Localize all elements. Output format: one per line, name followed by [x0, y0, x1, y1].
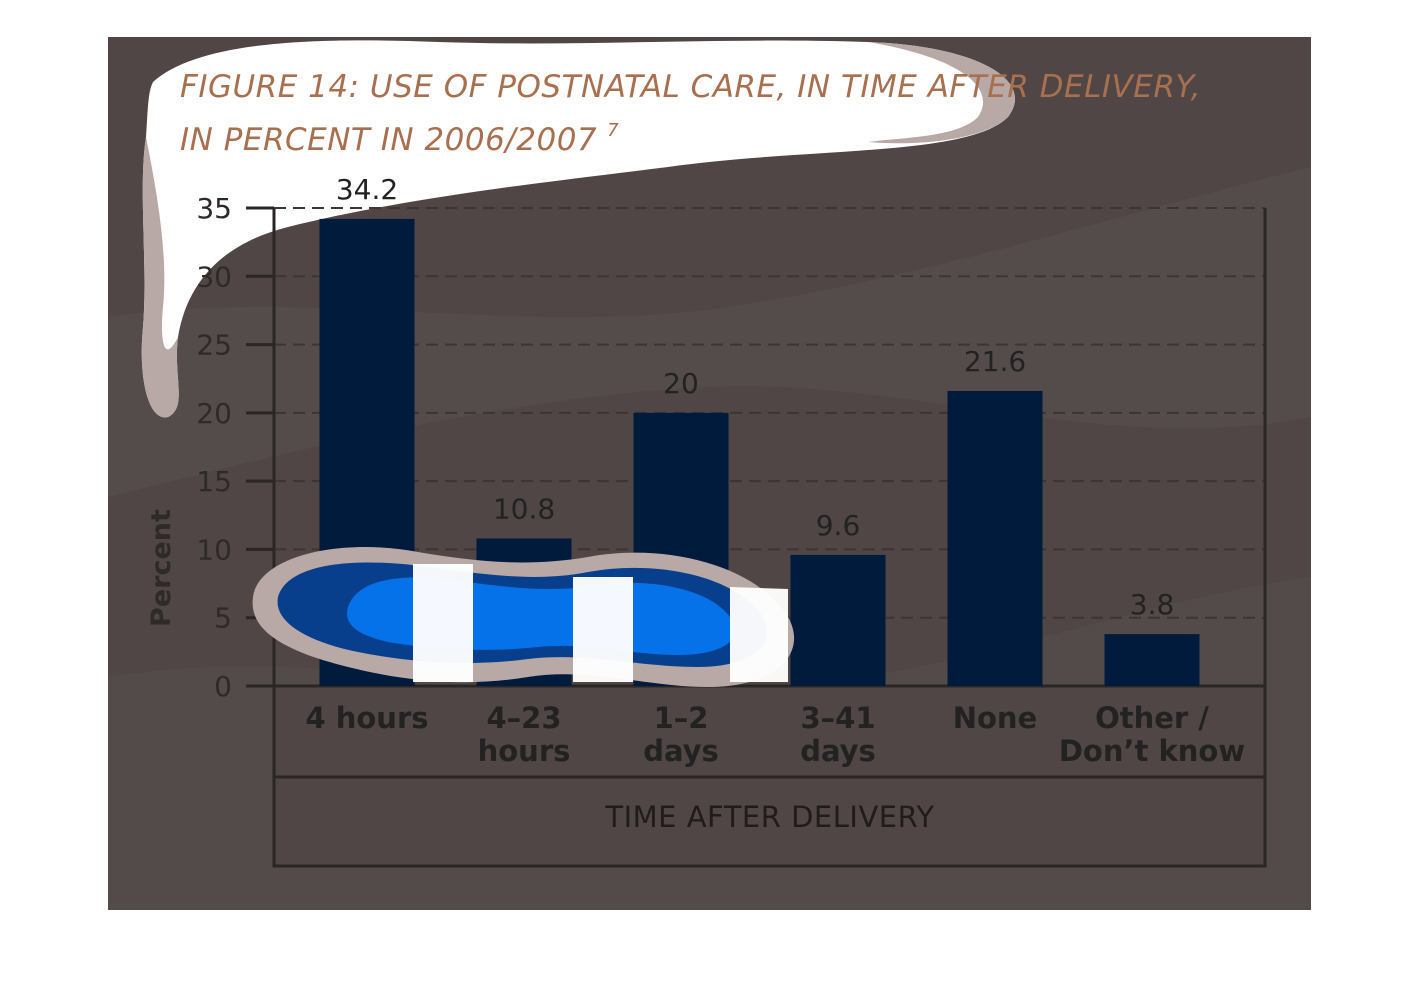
category-label: days [643, 734, 719, 768]
bar-value-label: 20 [663, 367, 699, 400]
category-label: 3–41 [800, 701, 875, 735]
chart-title-line-1: FIGURE 14: USE OF POSTNATAL CARE, IN TIM… [180, 69, 1201, 105]
category-label: Other / [1095, 701, 1209, 735]
category-label: hours [478, 734, 571, 768]
chart-title-line-2-text: IN PERCENT IN 2006/2007 [180, 122, 597, 158]
bar-value-label: 21.6 [964, 345, 1026, 378]
title-footnote: 7 [607, 120, 619, 141]
category-label: 1–2 [654, 701, 709, 735]
blue-blob-highlight [730, 587, 788, 682]
category-label: Don’t know [1059, 734, 1245, 768]
category-label: 4–23 [486, 701, 561, 735]
y-tick-label: 25 [196, 329, 232, 362]
x-axis-label: TIME AFTER DELIVERY [604, 800, 934, 834]
y-tick-labels: 0 5 10 15 20 25 30 35 [196, 192, 232, 703]
chart-panel: 0 5 10 15 20 25 30 35 34.2 10.8 20 9.6 21.6 3.8 4 ho… [108, 37, 1311, 910]
white-cloud-overlay [141, 40, 1016, 418]
x-axis-label-box [272, 775, 1267, 868]
bar-value-label: 9.6 [816, 509, 861, 542]
bar [947, 391, 1043, 686]
bar-value-label: 10.8 [493, 493, 555, 526]
bar-value-label: 3.8 [1130, 588, 1175, 621]
grid-lines [274, 207, 1265, 619]
cloud-edge [141, 137, 179, 418]
category-label: days [800, 734, 876, 768]
blue-blob-highlight [573, 577, 633, 682]
y-tick-label: 0 [214, 670, 232, 703]
category-label: 4 hours [305, 701, 428, 735]
y-tick-label: 20 [196, 397, 232, 430]
bar-chart: 0 5 10 15 20 25 30 35 34.2 10.8 20 9.6 21.6 3.8 4 ho… [108, 40, 1311, 910]
value-labels: 34.2 10.8 20 9.6 21.6 3.8 [336, 173, 1174, 621]
blue-blob-highlight [413, 564, 473, 682]
y-tick-label: 35 [196, 192, 232, 225]
y-tick-label: 30 [196, 260, 232, 293]
y-tick-label: 15 [196, 465, 232, 498]
y-tick-label: 5 [214, 602, 232, 635]
bar [1104, 634, 1200, 686]
y-axis-label: Percent [146, 509, 177, 627]
blue-blob-overlay [347, 577, 736, 655]
bar [790, 554, 886, 686]
cloud-edge [868, 42, 1016, 144]
chart-title-line-2: IN PERCENT IN 2006/2007 7 [180, 120, 619, 158]
bar-value-label: 34.2 [336, 173, 398, 206]
category-label: None [953, 701, 1038, 735]
y-tick-label: 10 [196, 533, 232, 566]
